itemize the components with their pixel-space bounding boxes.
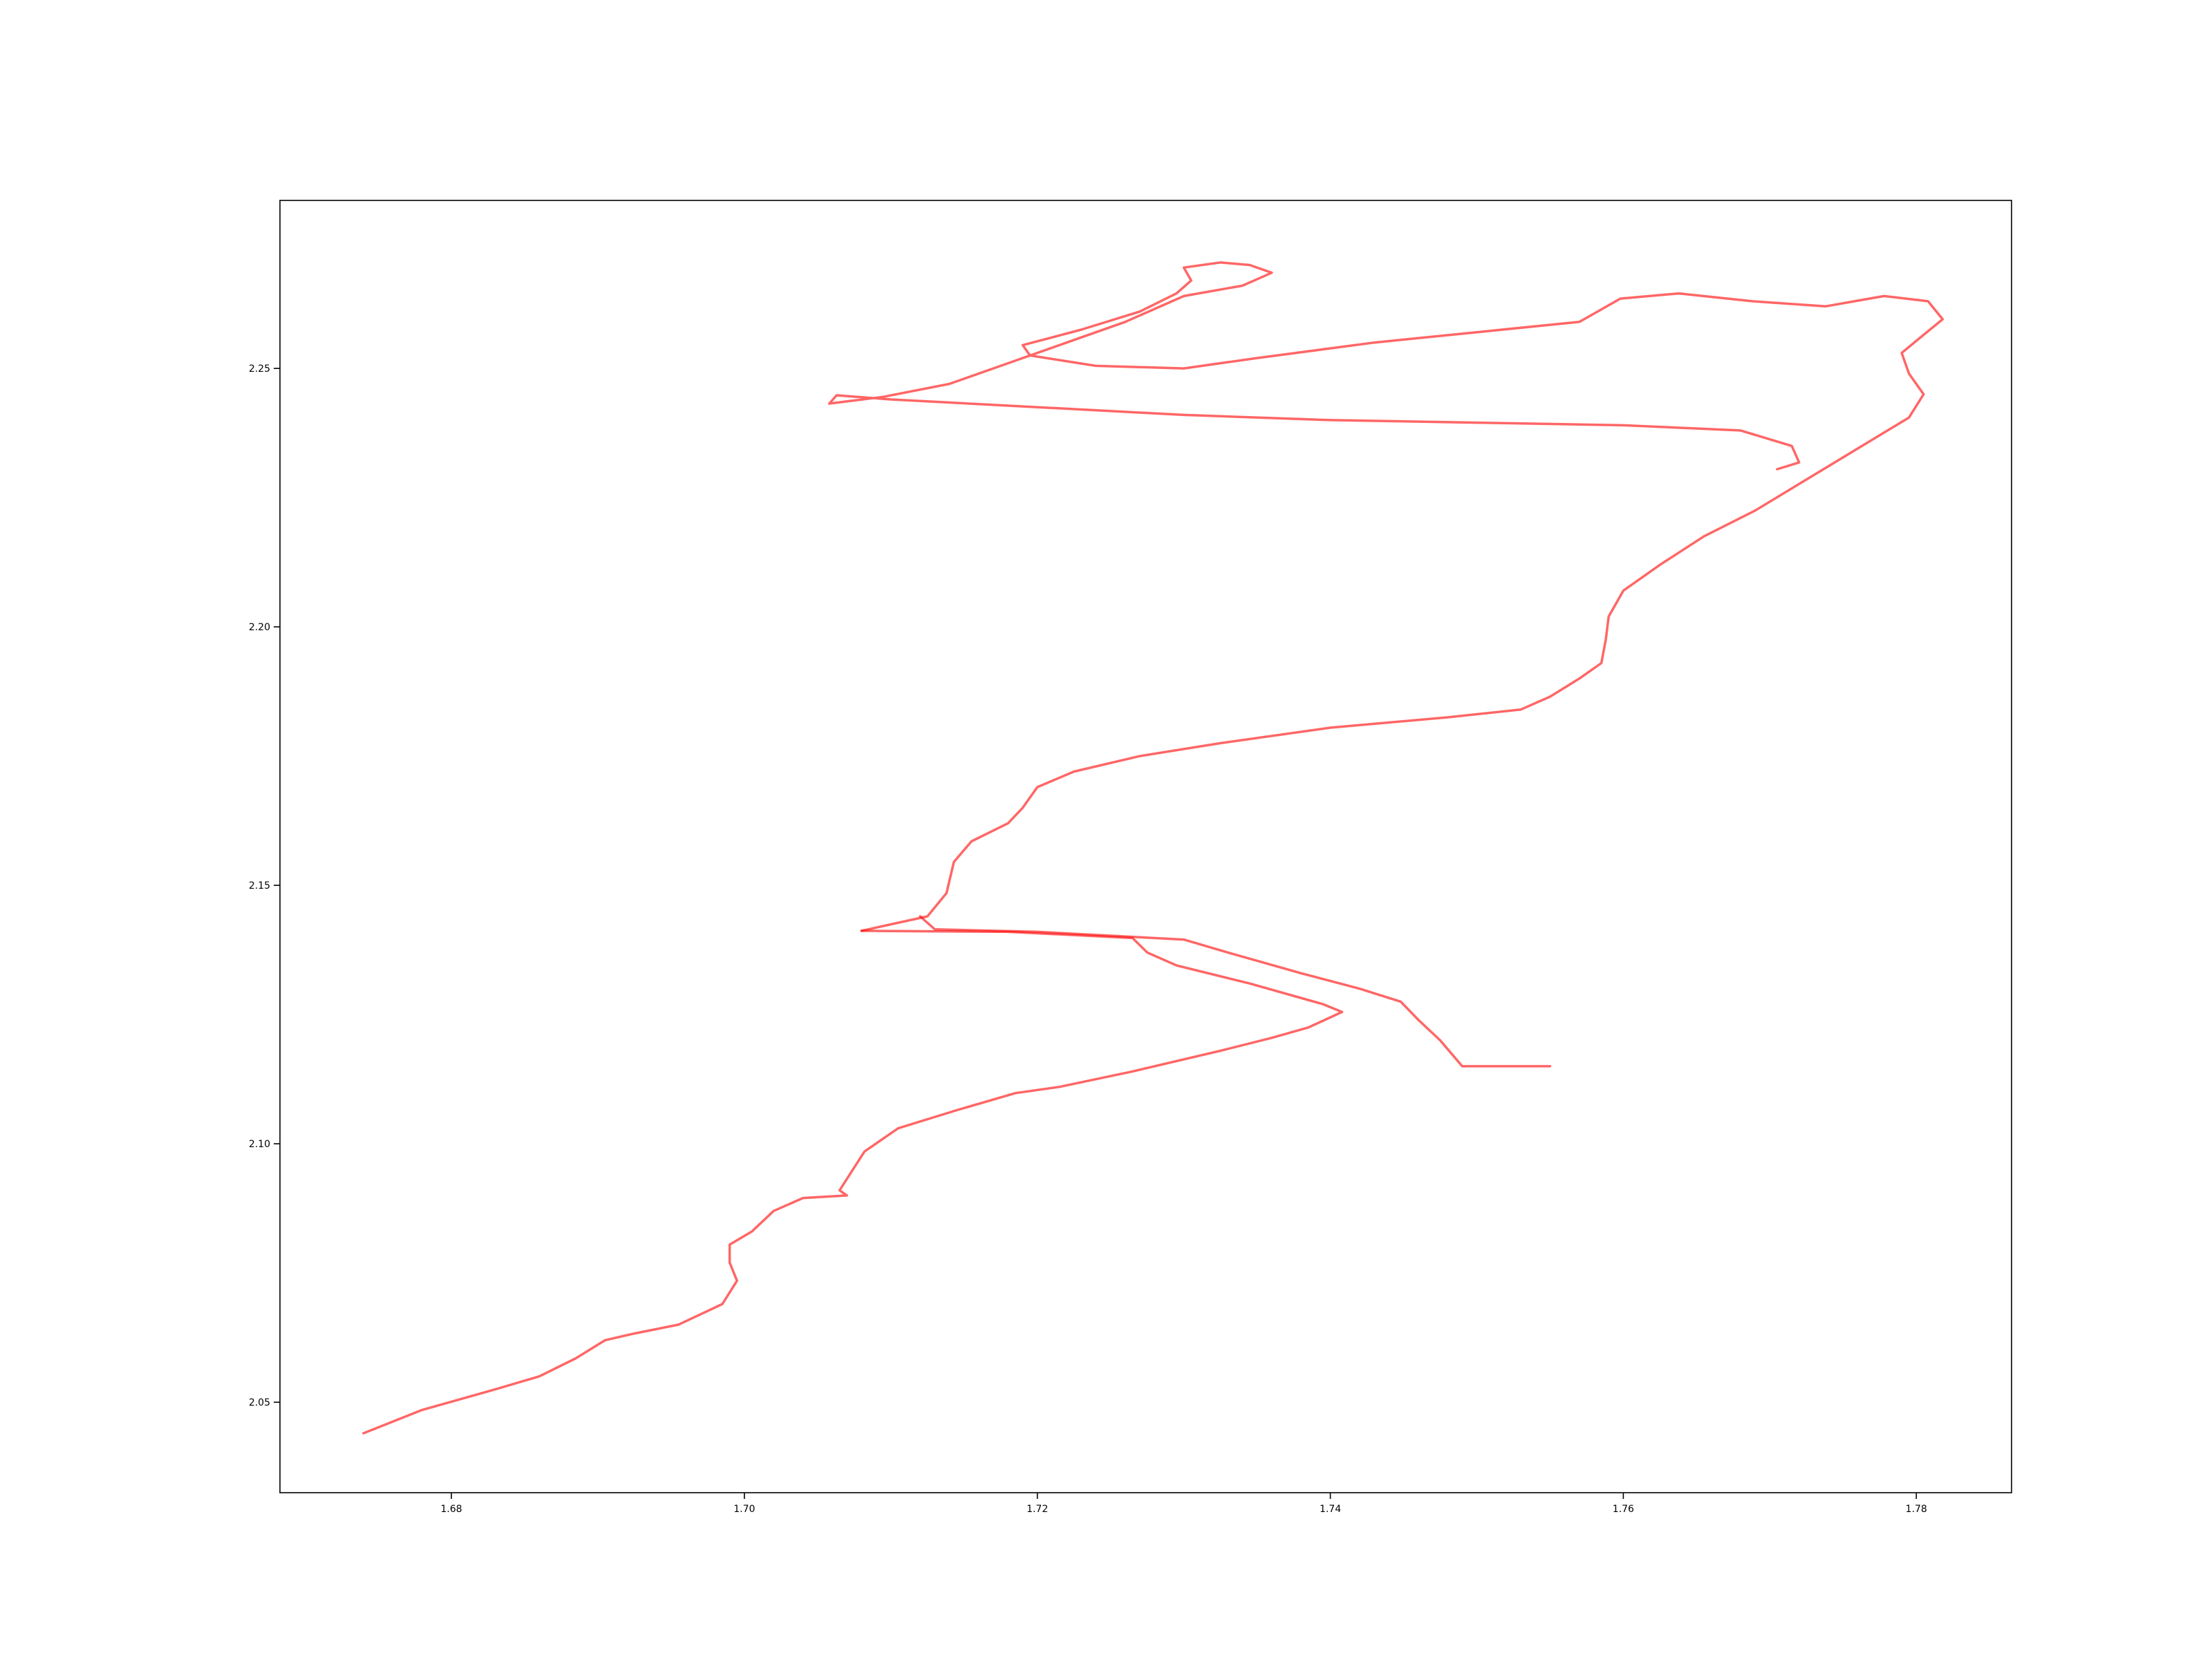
x-tick-label-6: 1.78 <box>1906 1504 1927 1515</box>
x-tick-label-4: 1.74 <box>1320 1504 1341 1515</box>
y-tick-label-4: 2.20 <box>249 622 270 633</box>
x-tick-label-2: 1.70 <box>733 1504 755 1515</box>
x-axis-ticks: 1.68 1.70 1.72 1.74 1.76 1.78 <box>440 1493 1927 1515</box>
x-tick-label-5: 1.76 <box>1613 1504 1634 1515</box>
y-tick-label-3: 2.15 <box>249 880 270 891</box>
x-tick-label-1: 1.68 <box>440 1504 462 1515</box>
trajectory-line-1 <box>362 929 1344 1435</box>
y-tick-label-5: 2.25 <box>249 363 270 375</box>
y-axis-ticks: 2.05 2.10 2.15 2.20 2.25 <box>249 363 280 1408</box>
trajectory-line-3 <box>919 915 1552 1068</box>
trajectory-lines <box>362 261 1944 1435</box>
trajectory-line-2 <box>827 261 1944 932</box>
plot-frame <box>279 200 2012 1493</box>
y-tick-label-2: 2.10 <box>249 1139 270 1150</box>
x-tick-label-3: 1.72 <box>1027 1504 1048 1515</box>
y-tick-label-1: 2.05 <box>249 1397 270 1408</box>
